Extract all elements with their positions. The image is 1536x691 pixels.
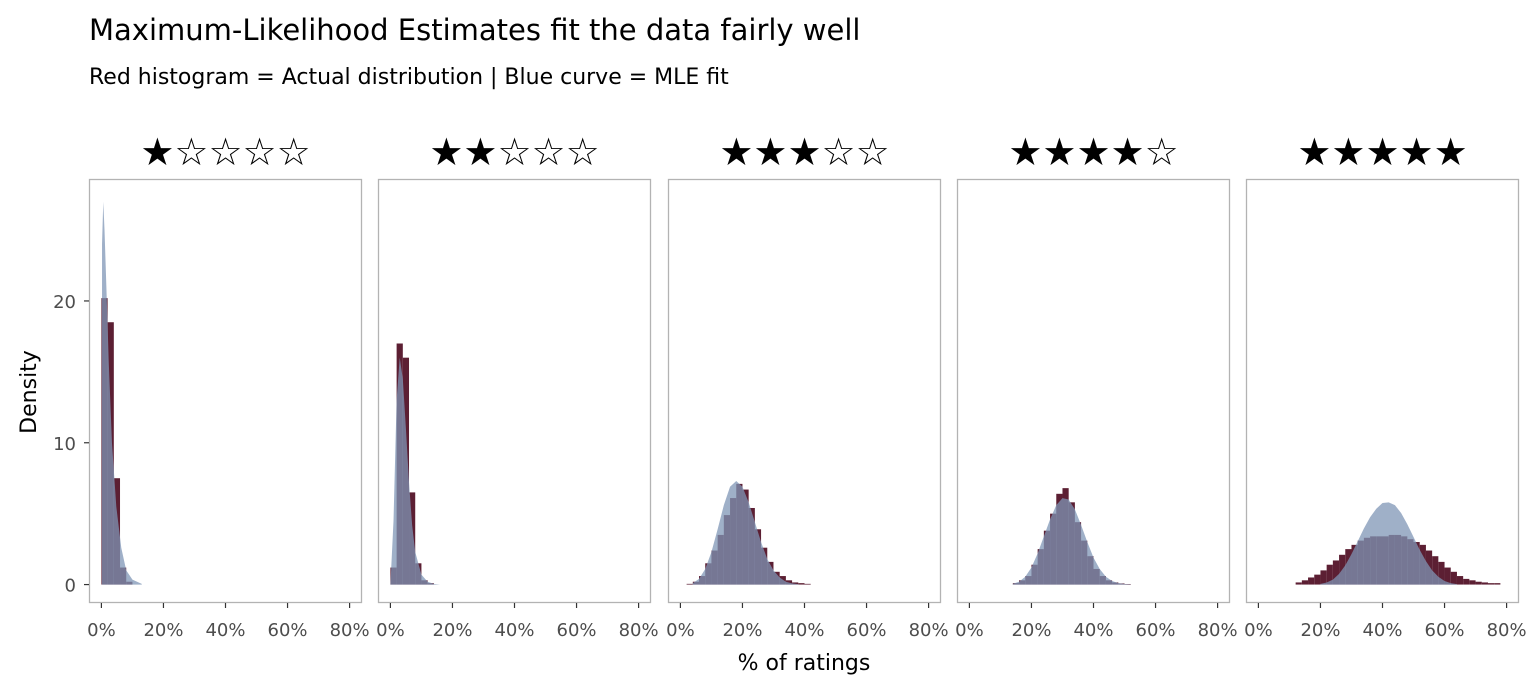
x-tick-label: 40% [205,620,245,641]
facet-strip-label: ★★★☆☆ [719,130,889,174]
histogram-bar [804,583,811,585]
facet-strip-label: ★★★★★ [1297,130,1467,174]
facet-plot-area [390,343,441,585]
mle-fit-area [1320,502,1457,585]
histogram-bar [1469,580,1476,585]
x-tick-label: 60% [847,620,887,641]
facet-plot-area [101,201,142,585]
mle-fit-area [692,481,799,585]
x-tick-label: 40% [1073,620,1113,641]
y-tick-label: 10 [53,434,76,455]
histogram-bar [1475,581,1482,585]
facet-panel: ★★★☆☆ 0% 20% 40% 60% 80% [666,130,948,641]
chart-title: Maximum-Likelihood Estimates fit the dat… [89,13,860,47]
histogram-bar [1295,582,1302,585]
x-tick-label: 80% [909,620,949,641]
x-tick-label: 0% [87,620,116,641]
histogram-bar [1463,578,1470,585]
mle-fit-area [102,201,142,585]
x-tick-label: 60% [268,620,308,641]
histogram-bar [785,580,793,585]
panel-border [377,178,652,604]
panel-border [1245,178,1520,604]
histogram-bar [1314,574,1321,585]
mle-fit-area [1012,498,1131,585]
x-tick-label: 0% [666,620,695,641]
x-tick-label: 40% [1362,620,1402,641]
histogram-bar [1444,567,1451,585]
histogram-bar [1438,561,1445,585]
histogram-bar [1301,580,1309,585]
x-tick-label: 20% [1300,620,1340,641]
y-axis-title: Density [17,350,42,434]
x-tick-label: 80% [1198,620,1238,641]
facet-panel: ★★★★★ 0% 20% 40% 60% 80% [1244,130,1526,641]
panel-border [88,178,363,604]
x-tick-label: 40% [784,620,824,641]
histogram-bar [1450,571,1457,585]
histogram-bar [1487,583,1495,585]
histogram-bar [798,583,805,585]
x-tick-label: 60% [1136,620,1176,641]
y-tick-label: 0 [65,576,76,597]
histogram-bar [1494,583,1501,585]
x-axis-title: % of ratings [738,651,871,676]
x-tick-label: 20% [432,620,472,641]
facet-panel: ★★☆☆☆ 0% 20% 40% 60% 80% [376,130,658,641]
facet-strip-label: ★★★★☆ [1008,130,1178,174]
y-tick-label: 20 [53,292,76,313]
x-tick-label: 80% [1487,620,1527,641]
facet-plot-area [1295,502,1501,585]
mle-fit-area [390,357,441,585]
histogram-bar [1481,582,1488,585]
facets: ★☆☆☆☆ 0% 20% 40% 60% 80% 0 10 20 ★★☆☆☆ 0% 20% 40% 60%… [53,130,1527,641]
x-tick-label: 20% [1011,620,1051,641]
histogram-bar [1308,577,1315,585]
x-tick-label: 20% [143,620,183,641]
x-tick-label: 80% [330,620,370,641]
facet-strip-label: ★★☆☆☆ [429,130,599,174]
chart-subtitle: Red histogram = Actual distribution | Bl… [89,65,729,90]
histogram-bar [1432,556,1439,585]
x-tick-label: 0% [955,620,984,641]
facet-plot-area [1012,488,1131,585]
histogram-bar [686,583,693,585]
histogram-bar [1456,576,1464,585]
histogram-bar [792,582,799,585]
histogram-bar [1320,570,1327,585]
x-tick-label: 0% [1244,620,1273,641]
histogram-bar [1332,560,1340,585]
panel-border [667,178,942,604]
x-tick-label: 60% [1425,620,1465,641]
x-tick-label: 80% [619,620,659,641]
panel-border [956,178,1231,604]
facet-plot-area [686,481,811,585]
facet-panel: ★☆☆☆☆ 0% 20% 40% 60% 80% 0 10 20 [53,130,370,641]
facet-panel: ★★★★☆ 0% 20% 40% 60% 80% [955,130,1237,641]
x-tick-label: 20% [722,620,762,641]
x-tick-label: 40% [494,620,534,641]
x-tick-label: 60% [557,620,597,641]
facet-strip-label: ★☆☆☆☆ [140,130,310,174]
histogram-bar [1326,564,1333,585]
x-tick-label: 0% [376,620,405,641]
